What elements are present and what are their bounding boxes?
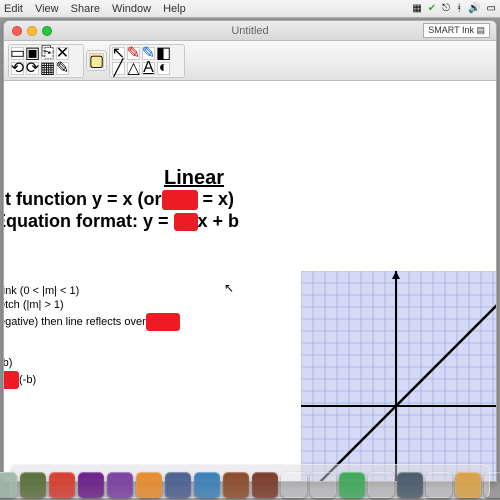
wifi-icon: ⎋ [442,3,450,14]
redaction-box [146,313,180,331]
cursor-icon: ↖ [224,281,234,295]
dock-app[interactable] [339,472,365,498]
equation-format-line: Equation format: y = x + b [4,211,239,232]
tool-btn[interactable]: ▦ [41,62,54,75]
dock-app[interactable] [0,472,17,498]
toolgroup-select: ↖ ✎ ✎ ◧ ╱ △ A ◐ [109,44,185,78]
redaction-box [174,213,198,231]
tool-btn[interactable]: ✎ [56,62,69,75]
text-stretch: etch (|m| > 1) [4,299,64,311]
dock-app[interactable] [455,472,481,498]
fill-icon[interactable]: ◐ [157,62,170,75]
text-b2: (-b) [4,371,36,389]
canvas[interactable]: Linear nt function y = x (or = x) Equati… [4,81,496,481]
battery-icon: ▭ [487,3,496,14]
tool-btn[interactable]: ⟳ [26,62,39,75]
toolbar: ▭ ▣ ⎘ ✕ ⟲ ⟳ ▦ ✎ ▢ ↖ ✎ ✎ ◧ ╱ △ A ◐ [4,41,496,81]
line-icon[interactable]: ╱ [112,62,125,75]
dock-app[interactable] [484,472,500,498]
checkmark-icon: ✔ [428,3,436,14]
dock-app[interactable] [20,472,46,498]
parent-function-line: nt function y = x (or = x) [4,189,234,210]
dock-app[interactable] [397,472,423,498]
text-icon[interactable]: A [142,62,155,75]
dock-app[interactable] [78,472,104,498]
shape-icon[interactable]: △ [127,62,140,75]
dock [0,456,500,500]
volume-icon: 🔊 [468,3,480,14]
titlebar: Untitled SMART Ink ▤ [4,21,496,41]
text-reflect: egative) then line reflects over [4,313,180,331]
dock-app[interactable] [165,472,191,498]
dock-app[interactable] [426,472,452,498]
menu-view[interactable]: View [35,3,59,15]
dock-app[interactable] [49,472,75,498]
redaction-box [162,190,198,210]
dock-app[interactable] [368,472,394,498]
bluetooth-icon: ᚼ [456,3,462,14]
menu-help[interactable]: Help [163,3,186,15]
smart-ink-button[interactable]: SMART Ink ▤ [423,23,490,38]
dock-app[interactable] [281,472,307,498]
app-window: Untitled SMART Ink ▤ ▭ ▣ ⎘ ✕ ⟲ ⟳ ▦ ✎ ▢ ↖… [3,20,497,482]
dock-app[interactable] [136,472,162,498]
menu-edit[interactable]: Edit [4,3,23,15]
toolgroup-single: ▢ [86,50,107,71]
toolgroup-edit: ▭ ▣ ⎘ ✕ ⟲ ⟳ ▦ ✎ [8,44,84,78]
text-b1: -b) [4,357,12,369]
tool-btn[interactable]: ▢ [89,53,104,68]
dock-app[interactable] [194,472,220,498]
menubar-status: ▦ ✔ ⎋ ᚼ 🔊 ▭ [412,3,496,14]
pen-icon[interactable]: ✎ [142,47,155,60]
window-title: Untitled [4,25,496,37]
menu-window[interactable]: Window [112,3,151,15]
status-icon: ▦ [412,3,421,14]
dock-app[interactable] [107,472,133,498]
dock-items [0,472,500,498]
eraser-icon[interactable]: ◧ [157,47,170,60]
menu-share[interactable]: Share [71,3,100,15]
redaction-box [4,371,19,389]
dock-app[interactable] [223,472,249,498]
dock-app[interactable] [310,472,336,498]
tool-btn[interactable]: ⟲ [11,62,24,75]
dock-app[interactable] [252,472,278,498]
text-shrink: rink (0 < |m| < 1) [4,285,79,297]
heading-linear: Linear [164,167,224,190]
menubar: Edit View Share Window Help ▦ ✔ ⎋ ᚼ 🔊 ▭ [0,0,500,18]
graph [301,271,496,481]
